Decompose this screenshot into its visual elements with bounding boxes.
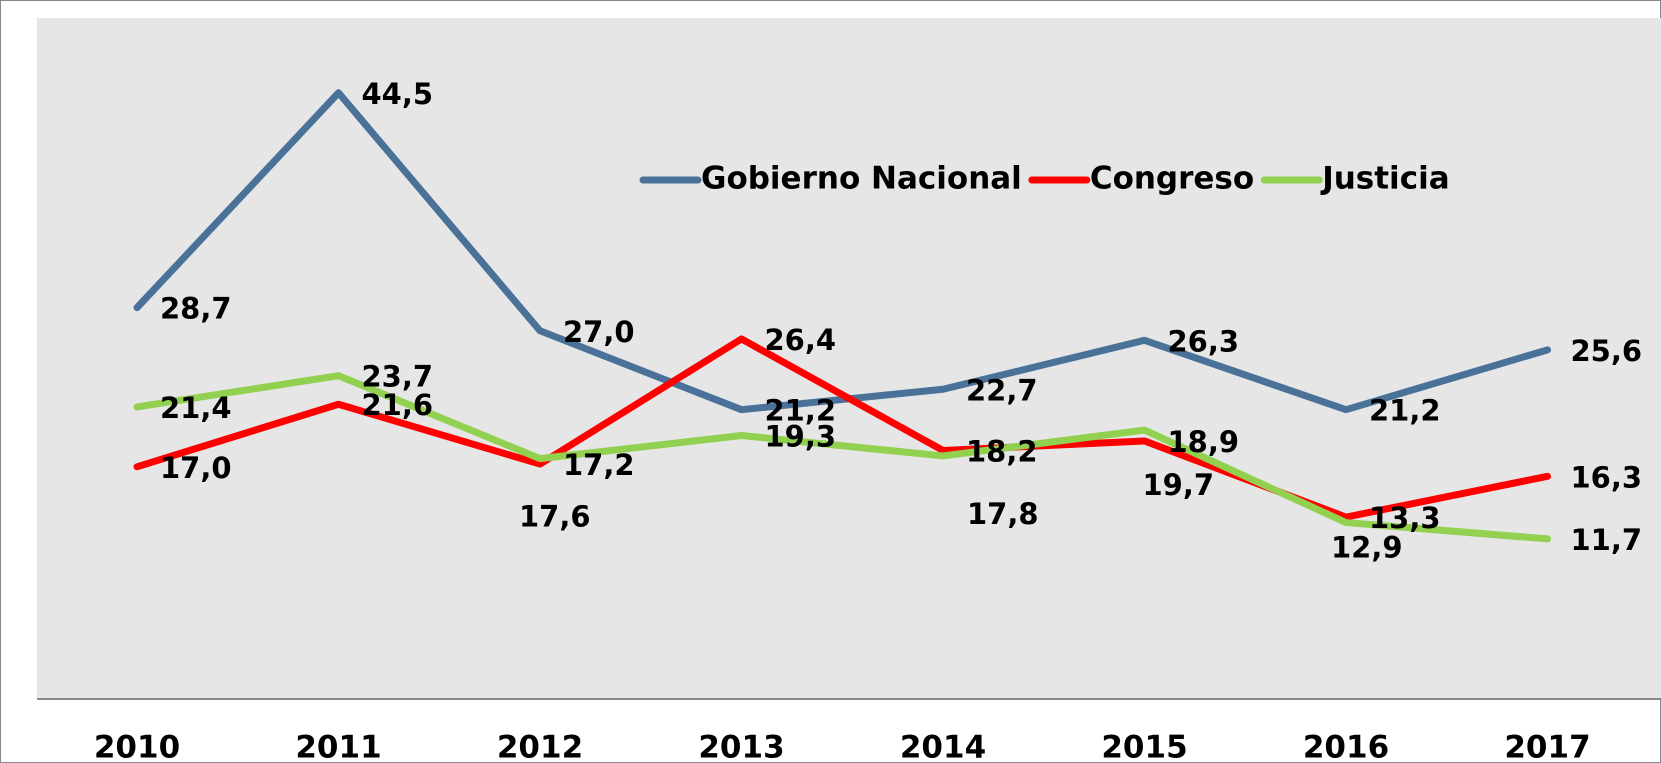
data-label: 17,6 [519, 500, 591, 534]
data-label: 19,7 [1143, 468, 1215, 502]
data-label: 17,8 [967, 497, 1039, 531]
data-label: 27,0 [563, 315, 635, 349]
data-label: 21,4 [160, 391, 232, 425]
x-tick-label: 2010 [94, 730, 180, 763]
data-label: 11,7 [1571, 523, 1643, 557]
data-label: 26,4 [765, 323, 837, 357]
data-label: 28,7 [160, 292, 232, 326]
data-label: 21,6 [362, 388, 434, 422]
plot-area [37, 18, 1661, 699]
x-tick-label: 2016 [1303, 730, 1389, 763]
x-tick-label: 2011 [295, 730, 381, 763]
data-label: 18,2 [966, 434, 1038, 468]
x-tick-label: 2013 [698, 730, 784, 763]
data-label: 22,7 [966, 373, 1038, 407]
x-tick-label: 2014 [900, 730, 986, 763]
data-label: 26,3 [1168, 324, 1240, 358]
x-tick-label: 2017 [1504, 730, 1590, 763]
data-label: 17,0 [160, 451, 232, 485]
data-label: 21,2 [1369, 394, 1441, 428]
data-label: 19,3 [765, 420, 837, 454]
legend-label: Gobierno Nacional [701, 161, 1022, 197]
series-line [133, 372, 1551, 543]
data-label: 12,9 [1331, 531, 1403, 565]
data-label: 18,9 [1168, 425, 1240, 459]
legend-label: Justicia [1320, 161, 1449, 197]
x-tick-label: 2012 [497, 730, 583, 763]
data-label: 25,6 [1571, 334, 1643, 368]
x-tick-label: 2015 [1101, 730, 1187, 763]
data-label: 13,3 [1369, 501, 1441, 535]
data-label: 17,2 [563, 448, 635, 482]
series-line [133, 89, 1551, 414]
data-label: 16,3 [1571, 460, 1643, 494]
data-label: 23,7 [362, 360, 434, 394]
data-label: 21,2 [765, 394, 837, 428]
data-label: 44,5 [362, 77, 434, 111]
legend-label: Congreso [1090, 161, 1254, 197]
